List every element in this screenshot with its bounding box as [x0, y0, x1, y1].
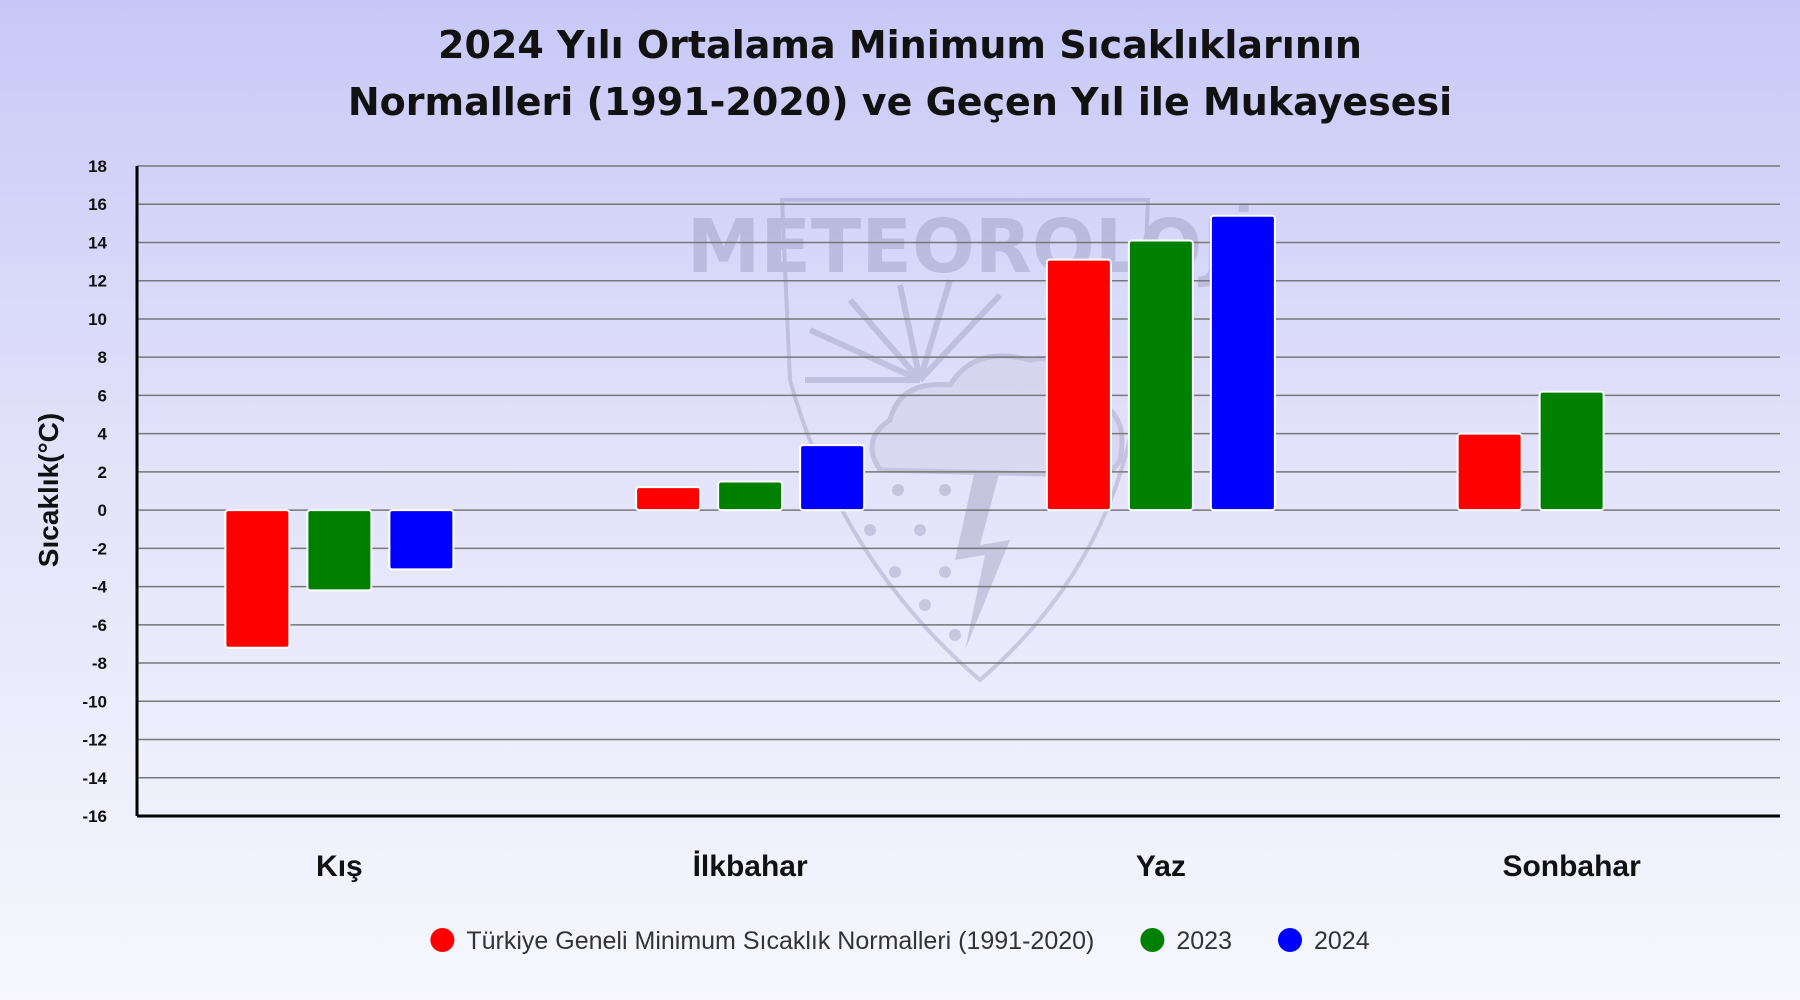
y-tick-label: -10: [82, 692, 107, 711]
y-tick-label: 6: [98, 386, 107, 405]
y-axis-label: Sıcaklık(°C): [33, 413, 64, 567]
lightning-icon: [955, 470, 1010, 650]
y-tick-label: 10: [88, 310, 107, 329]
y-axis-ticks: 18 16 14 12 10 8 6 4 2 0 -2 -4 -6 -8 -10 -12 -14 -16: [82, 157, 107, 826]
legend-swatch: [1140, 928, 1165, 952]
legend: Türkiye Geneli Minimum Sıcaklık Normalle…: [430, 927, 1370, 955]
bar-2023-1: [717, 480, 784, 512]
legend-swatch: [1277, 928, 1302, 952]
bar-normal-1: [635, 486, 702, 512]
bar-normal-2: [1045, 258, 1112, 512]
y-tick-label: -16: [82, 807, 107, 826]
x-category-label: İlkbahar: [693, 850, 808, 883]
x-category-label: Kış: [316, 850, 363, 883]
bars: [224, 214, 1605, 649]
bar-normal-0: [224, 509, 291, 649]
legend-label: Türkiye Geneli Minimum Sıcaklık Normalle…: [466, 927, 1094, 955]
y-tick-label: 14: [88, 233, 107, 252]
y-tick-label: 18: [88, 157, 107, 176]
bar-normal-3: [1456, 432, 1523, 512]
legend-item: 2023: [1140, 927, 1232, 955]
legend-label: 2024: [1314, 927, 1370, 955]
bar-2024-2: [1209, 214, 1276, 512]
y-tick-label: 0: [98, 501, 107, 520]
y-tick-label: 2: [98, 463, 107, 482]
y-tick-label: -2: [92, 539, 107, 558]
y-tick-label: -4: [92, 578, 108, 597]
x-category-label: Sonbahar: [1502, 850, 1641, 883]
bar-2023-0: [306, 509, 373, 592]
legend-item: Türkiye Geneli Minimum Sıcaklık Normalle…: [430, 927, 1094, 955]
sun-rays-icon: [805, 279, 1003, 383]
y-tick-label: 16: [88, 195, 107, 214]
bar-2023-2: [1127, 239, 1194, 512]
y-tick-label: 4: [98, 425, 108, 444]
legend-item: 2024: [1277, 927, 1370, 955]
bar-2024-1: [799, 444, 866, 512]
y-tick-label: -14: [82, 769, 107, 788]
y-tick-label: -12: [82, 731, 107, 750]
x-axis-categories: Kış İlkbahar Yaz Sonbahar: [316, 850, 1641, 883]
legend-swatch: [430, 928, 455, 952]
y-tick-label: -8: [92, 654, 107, 673]
bar-2023-3: [1538, 390, 1605, 512]
y-tick-label: 12: [88, 272, 107, 291]
chart-title-line-2: Normalleri (1991-2020) ve Geçen Yıl ile …: [348, 80, 1452, 124]
x-category-label: Yaz: [1136, 850, 1186, 883]
y-tick-label: -6: [92, 616, 107, 635]
meteoroloji-watermark-logo: METEOROLOJİ: [687, 198, 1257, 683]
bar-2024-0: [388, 509, 455, 571]
chart-title-line-1: 2024 Yılı Ortalama Minimum Sıcaklıkların…: [438, 23, 1362, 67]
y-tick-label: 8: [98, 348, 107, 367]
legend-label: 2023: [1176, 927, 1232, 955]
